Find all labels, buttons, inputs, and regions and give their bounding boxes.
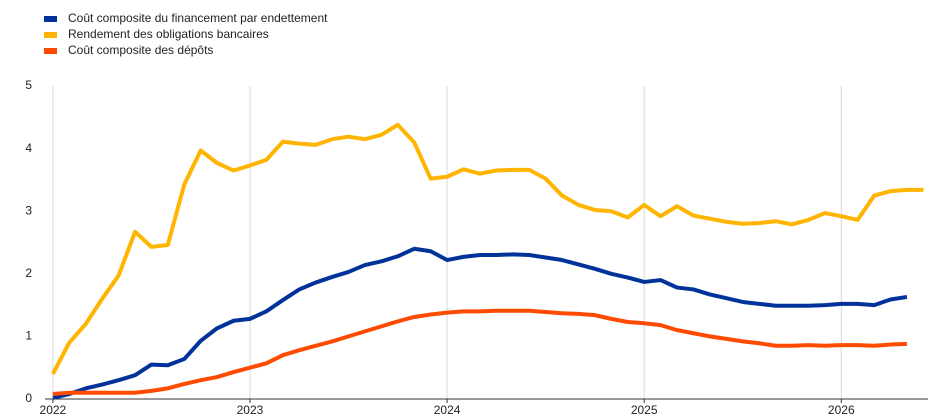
legend-label: Rendement des obligations bancaires (68, 27, 269, 41)
series-line (52, 246, 908, 400)
series-line (51, 122, 924, 375)
y-tick-label: 4 (25, 141, 32, 155)
series-line (52, 308, 907, 396)
y-tick-label: 3 (25, 203, 32, 217)
x-tick-label: 2023 (237, 403, 264, 417)
x-tick-label: 2024 (434, 403, 461, 417)
y-tick-label: 0 (25, 391, 32, 405)
x-tick-label: 2025 (631, 403, 658, 417)
legend-swatch (44, 48, 57, 54)
x-tick-label: 2022 (40, 403, 67, 417)
legend-swatch (44, 32, 57, 38)
y-tick-label: 1 (25, 329, 32, 343)
legend-label: Coût composite du financement par endett… (68, 11, 328, 25)
legend-label: Coût composite des dépôts (68, 43, 213, 57)
x-tick-label: 2026 (828, 403, 855, 417)
y-tick-label: 5 (25, 78, 32, 92)
legend-swatch (44, 16, 57, 22)
y-tick-label: 2 (25, 266, 32, 280)
